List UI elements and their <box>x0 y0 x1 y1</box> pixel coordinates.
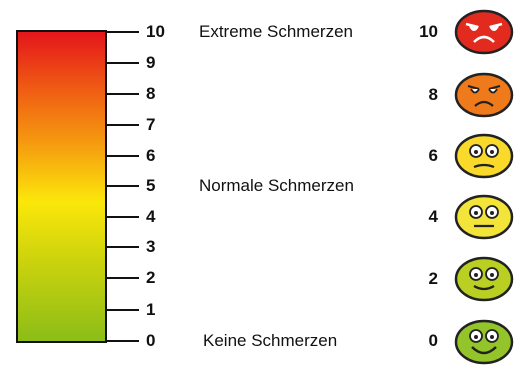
face-value: 10 <box>419 22 438 41</box>
face-value: 4 <box>428 207 438 226</box>
tick-mark <box>105 216 139 218</box>
face-value: 6 <box>428 146 438 165</box>
scale-number: 4 <box>146 207 156 226</box>
face-value: 2 <box>428 269 438 288</box>
scale-number: 3 <box>146 237 156 256</box>
tick-mark <box>105 340 139 342</box>
scale-number: 2 <box>146 268 156 287</box>
scale-number: 1 <box>146 300 156 319</box>
scale-number: 9 <box>146 53 156 72</box>
very-sad-face-icon <box>454 9 514 55</box>
happy-face-icon <box>454 319 514 365</box>
tick-mark <box>105 93 139 95</box>
scale-number: 6 <box>146 146 156 165</box>
tick-mark <box>105 309 139 311</box>
face-value: 0 <box>428 331 438 350</box>
scale-number: 5 <box>146 176 156 195</box>
tick-mark <box>105 62 139 64</box>
neutral-face-icon <box>454 194 514 240</box>
label-normal: Normale Schmerzen <box>199 176 354 195</box>
tick-mark <box>105 185 139 187</box>
tick-mark <box>105 155 139 157</box>
face-value: 8 <box>428 85 438 104</box>
scale-number: 10 <box>146 22 165 41</box>
displeased-face-icon <box>454 133 514 179</box>
pain-gradient-bar <box>16 30 107 343</box>
tick-mark <box>105 246 139 248</box>
slight-smile-face-icon <box>454 256 514 302</box>
label-none: Keine Schmerzen <box>203 331 338 350</box>
sad-face-icon <box>454 72 514 118</box>
tick-mark <box>105 124 139 126</box>
label-extreme: Extreme Schmerzen <box>199 22 353 41</box>
tick-mark <box>105 277 139 279</box>
scale-number: 0 <box>146 331 156 350</box>
scale-number: 8 <box>146 84 156 103</box>
scale-number: 7 <box>146 115 156 134</box>
tick-mark <box>105 31 139 33</box>
